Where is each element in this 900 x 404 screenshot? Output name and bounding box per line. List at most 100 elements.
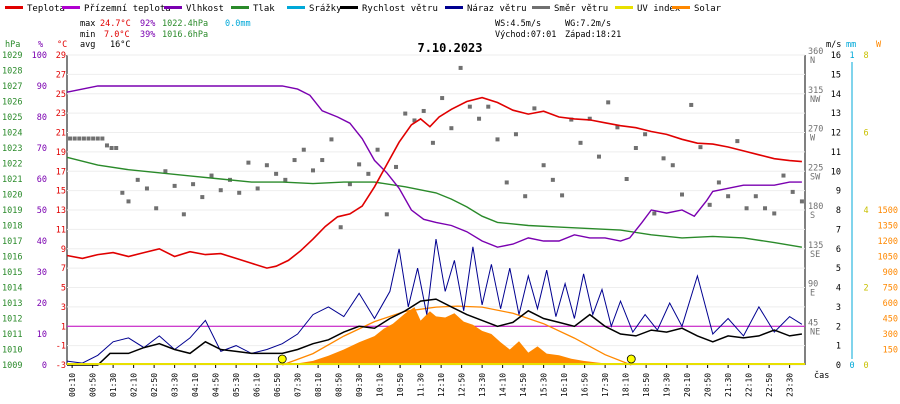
wind-dir-point-33	[320, 158, 325, 163]
stat-max-press: 1022.4hPa	[162, 19, 208, 29]
x-tick-label-10: 06:50	[273, 373, 282, 397]
tick-mm-0: 0	[849, 361, 854, 371]
legend-swatch-tlak	[231, 6, 249, 9]
tick-hpa-1022: 1022	[2, 160, 22, 170]
tick-temp-13: 13	[56, 206, 66, 216]
tick-dir-135: 135	[808, 241, 823, 251]
wind-dir-point-59	[560, 193, 565, 198]
tick-temp-27: 27	[56, 70, 66, 80]
wind-dir-point-40	[384, 212, 389, 217]
wind-dir-point-41	[394, 164, 399, 169]
tick-dir-180: 180	[808, 202, 823, 212]
wind-dir-point-55	[523, 194, 528, 199]
legend-swatch-rychlost-vetru	[340, 6, 358, 9]
stat-wg: WG:7.2m/s	[565, 19, 611, 29]
tick-temp-29: 29	[56, 51, 66, 61]
wind-dir-point-61	[578, 140, 583, 145]
wind-dir-point-2	[77, 136, 82, 141]
wind-dir-point-26	[255, 186, 260, 191]
wind-dir-point-80	[753, 194, 758, 199]
tick-hpa-1027: 1027	[2, 82, 22, 92]
tick-ms-2: 2	[836, 322, 841, 332]
tick-dir-label-nw: NW	[810, 95, 821, 105]
tick-ms-3: 3	[836, 303, 841, 313]
x-tick-label-4: 02:50	[150, 373, 159, 397]
tick-hpa-1016: 1016	[2, 253, 22, 263]
x-tick-label-33: 22:10	[745, 373, 754, 397]
x-tick-label-21: 14:10	[499, 373, 508, 397]
tick-temp-19: 19	[56, 148, 66, 158]
tick-hpa-1020: 1020	[2, 191, 22, 201]
x-tick-label-31: 20:50	[704, 373, 713, 397]
tick-pct-90: 90	[37, 82, 47, 92]
legend: Teplota Přízemní teplota Vlhkost Tlak Srážky…	[5, 4, 722, 14]
x-tick-label-0: 00:10	[68, 373, 77, 397]
wind-dir-point-52	[495, 137, 500, 142]
stat-max-rain: 0.0mm	[225, 19, 251, 29]
wind-dir-point-54	[513, 132, 518, 137]
wind-dir-point-84	[790, 189, 795, 194]
wind-dir-point-37	[357, 162, 362, 167]
tick-temp-25: 25	[56, 90, 66, 100]
tick-uv-6: 6	[863, 129, 868, 139]
wind-dir-point-18	[181, 212, 186, 217]
tick-ms-5: 5	[836, 264, 841, 274]
tick-w-1200: 1200	[878, 237, 898, 247]
tick-hpa-1021: 1021	[2, 175, 22, 185]
wind-dir-point-63	[596, 154, 601, 159]
tick-ms-1: 1	[836, 342, 841, 352]
tick-pct-70: 70	[37, 144, 47, 154]
tick-pct-50: 50	[37, 206, 47, 216]
tick-ms-6: 6	[836, 245, 841, 255]
legend-swatch-naraz-vetru	[445, 6, 463, 9]
wind-dir-point-44	[421, 108, 426, 113]
wind-dir-point-21	[209, 173, 214, 178]
x-tick-label-35: 23:30	[786, 373, 795, 397]
tick-temp-11: 11	[56, 225, 66, 235]
x-tick-label-19: 12:50	[458, 373, 467, 397]
stat-min-hum: 39%	[140, 30, 155, 40]
x-tick-label-18: 12:10	[437, 373, 446, 397]
x-tick-label-14: 09:30	[355, 373, 364, 397]
wind-dir-point-14	[144, 186, 149, 191]
wind-dir-point-6	[95, 136, 100, 141]
tick-ms-16: 16	[831, 51, 841, 61]
axes: hPa% °C m/s mm W1009101010111012101310141015…	[2, 40, 898, 371]
legend-label-smer-vetru: Směr větru	[554, 4, 608, 14]
x-axis: 00:10 00:50 01:30 02:10 02:50 03:30 04:10 04:50…	[68, 365, 829, 397]
wind-dir-point-5	[91, 136, 96, 141]
wind-dir-point-35	[338, 225, 343, 230]
wind-dir-point-24	[237, 190, 242, 195]
wind-dir-point-15	[154, 206, 159, 211]
tick-dir-label-n: N	[810, 56, 815, 66]
wind-dir-point-38	[366, 171, 371, 176]
legend-label-teplota: Teplota	[27, 4, 65, 14]
tick-mm-1: 1	[849, 51, 854, 61]
tick-dir-label-sw: SW	[810, 172, 821, 182]
wind-dir-point-42	[403, 111, 408, 116]
tick-temp-1: 1	[61, 322, 66, 332]
wind-dir-point-43	[412, 118, 417, 123]
wind-dir-point-76	[716, 180, 721, 185]
tick-dir-45: 45	[808, 318, 818, 328]
tick-dir-label-se: SE	[810, 250, 820, 260]
series-solar-max	[282, 305, 632, 366]
tick-dir-270: 270	[808, 125, 823, 135]
stat-max-label: max	[80, 19, 95, 29]
wind-dir-point-57	[541, 163, 546, 168]
tick-pct-100: 100	[32, 51, 47, 61]
wind-dir-point-9	[109, 146, 114, 150]
wind-dir-point-48	[458, 65, 463, 70]
wind-dir-point-10	[114, 146, 119, 150]
tick-hpa-1017: 1017	[2, 237, 22, 247]
tick-w-450: 450	[883, 315, 898, 325]
wind-dir-point-53	[504, 180, 509, 185]
tick-temp-9: 9	[61, 245, 66, 255]
x-tick-label-17: 11:30	[417, 373, 426, 397]
unit-pct: %	[38, 40, 43, 50]
wind-dir-point-73	[689, 102, 694, 107]
tick-hpa-1018: 1018	[2, 222, 22, 232]
wind-dir-point-68	[643, 132, 648, 137]
